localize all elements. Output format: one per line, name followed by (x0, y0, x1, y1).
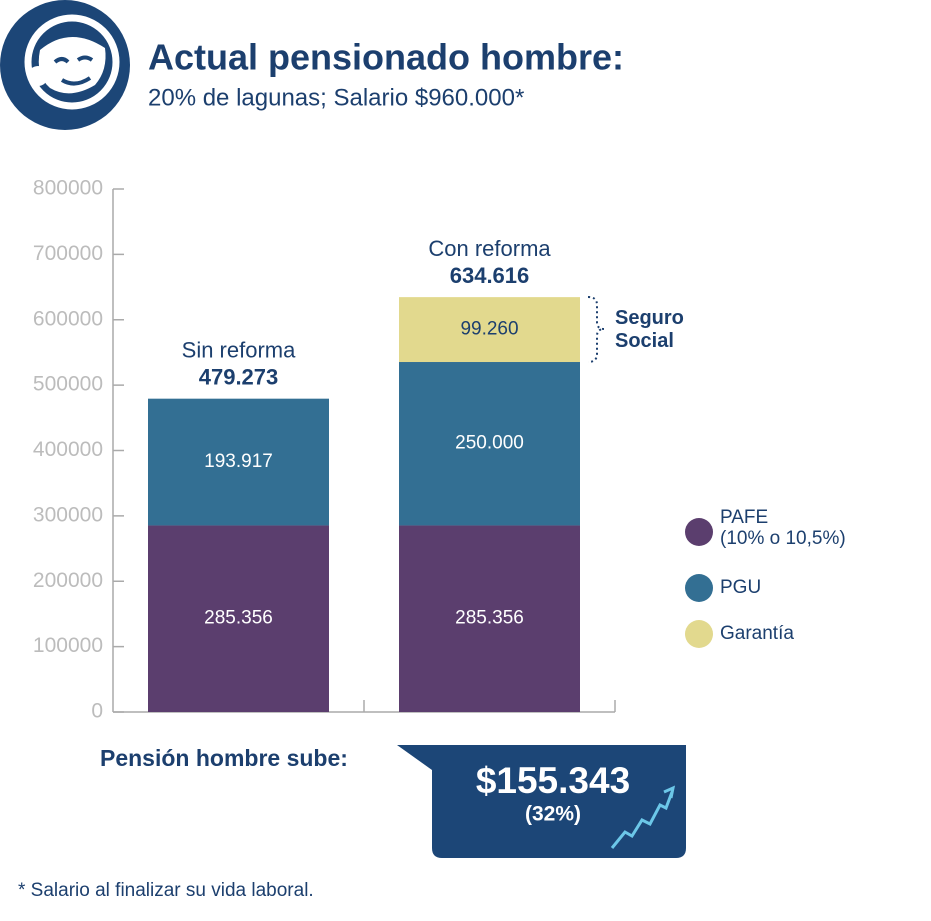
legend-label: Garantía (720, 623, 794, 644)
bar-segment (399, 525, 580, 712)
legend-label: PAFE (10% o 10,5%) (720, 507, 846, 549)
bar-segment (399, 362, 580, 526)
value-label: 193.917 (204, 451, 273, 472)
y-tick-label: 500000 (33, 373, 103, 396)
bar-segment (399, 297, 580, 363)
value-label: 99.260 (460, 319, 518, 340)
y-tick-label: 600000 (33, 307, 103, 330)
value-label: 285.356 (455, 608, 524, 629)
logo (0, 0, 130, 130)
trend-icon (663, 785, 676, 799)
total-label: 634.616 (450, 263, 530, 288)
legend-swatch (685, 620, 713, 648)
value-label: 285.356 (204, 608, 273, 629)
callout-box (397, 745, 686, 858)
y-tick-label: 300000 (33, 503, 103, 526)
trend-icon (610, 791, 674, 849)
bracket (587, 296, 605, 363)
category-label: Con reforma (428, 236, 551, 261)
total-label: 479.273 (199, 364, 279, 389)
callout-value: $155.343 (476, 760, 630, 801)
legend-label: PGU (720, 577, 762, 598)
y-tick-label: 800000 (33, 177, 103, 200)
callout-percent: (32%) (525, 803, 581, 826)
y-tick-label: 0 (91, 700, 103, 723)
legend-swatch (685, 518, 713, 546)
bar-segment (148, 398, 329, 526)
chart-subtitle: 20% de lagunas; Salario $960.000* (148, 84, 524, 111)
legend-swatch (685, 574, 713, 602)
y-tick-label: 200000 (33, 569, 103, 592)
bar-segment (148, 525, 329, 712)
value-label: 250.000 (455, 433, 524, 454)
callout-label: Pensión hombre sube: (100, 745, 348, 771)
y-tick-label: 700000 (33, 242, 103, 265)
bracket-label: Seguro Social (615, 307, 684, 352)
y-tick-label: 100000 (33, 634, 103, 657)
y-tick-label: 400000 (33, 438, 103, 461)
category-label: Sin reforma (182, 337, 296, 362)
footnote: * Salario al finalizar su vida laboral. (18, 880, 314, 901)
chart-title: Actual pensionado hombre: (148, 37, 624, 78)
